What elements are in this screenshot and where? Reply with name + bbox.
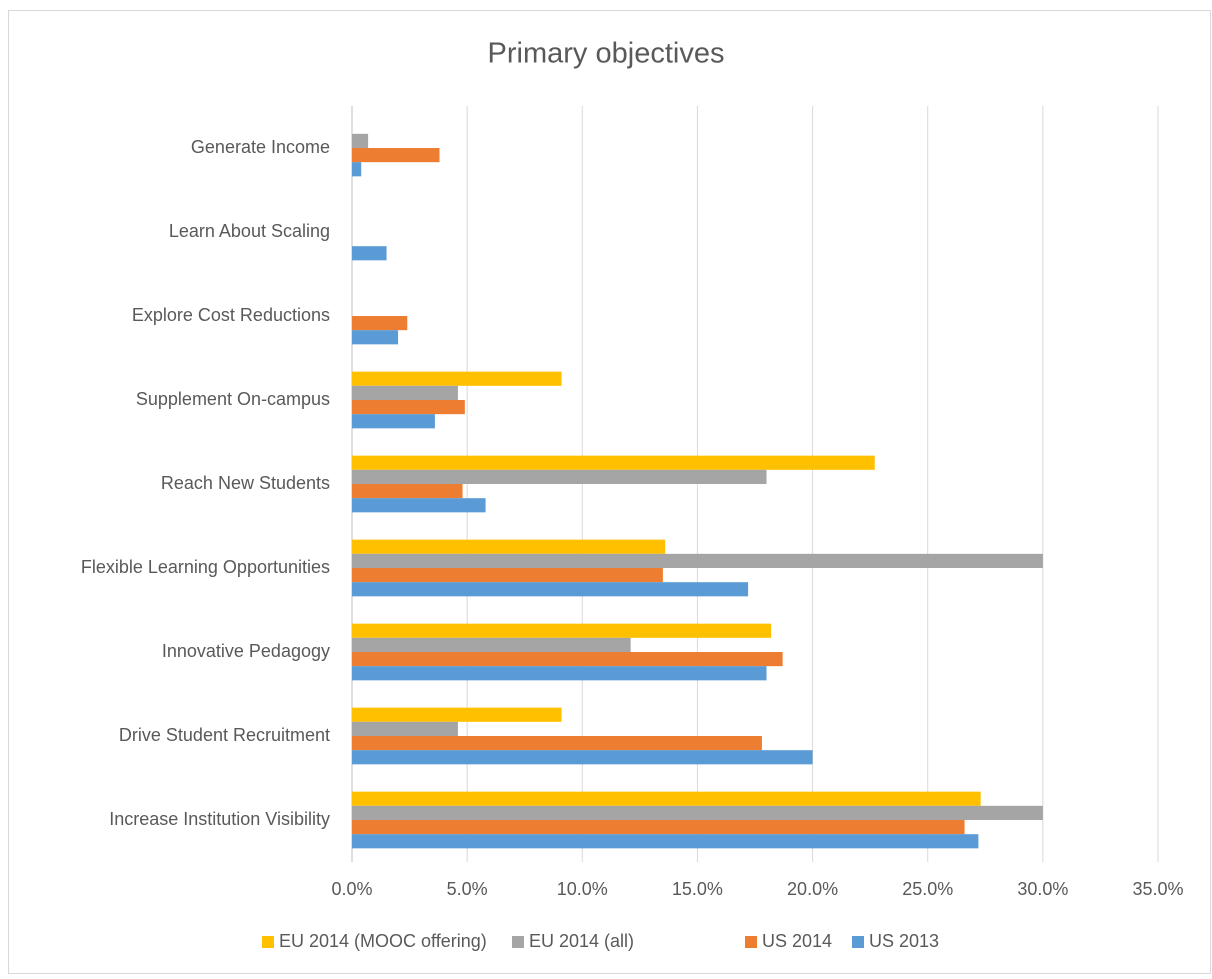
bar — [352, 385, 458, 400]
bar — [352, 455, 875, 470]
bar — [352, 652, 783, 667]
bar — [352, 148, 440, 163]
bar — [352, 400, 465, 415]
legend-label: US 2014 — [762, 931, 832, 951]
bar — [352, 666, 767, 681]
y-tick-label: Increase Institution Visibility — [109, 809, 330, 829]
y-tick-label: Drive Student Recruitment — [119, 725, 330, 745]
bar — [352, 582, 749, 597]
x-tick-label: 0.0% — [331, 879, 372, 899]
legend-swatch — [512, 936, 524, 948]
bar — [352, 133, 369, 148]
legend-swatch — [852, 936, 864, 948]
x-tick-label: 35.0% — [1132, 879, 1183, 899]
legend-label: EU 2014 (all) — [529, 931, 634, 951]
bar — [352, 750, 813, 765]
bar — [352, 834, 979, 849]
x-tick-label: 15.0% — [672, 879, 723, 899]
y-tick-label: Reach New Students — [161, 473, 330, 493]
legend-label: US 2013 — [869, 931, 939, 951]
bar — [352, 707, 562, 722]
bar — [352, 316, 408, 331]
y-tick-label: Flexible Learning Opportunities — [81, 557, 330, 577]
bar — [352, 371, 562, 386]
bar — [352, 820, 965, 835]
x-tick-label: 25.0% — [902, 879, 953, 899]
x-tick-label: 20.0% — [787, 879, 838, 899]
legend-swatch — [745, 936, 757, 948]
legend-label: EU 2014 (MOOC offering) — [279, 931, 487, 951]
bar — [352, 791, 981, 806]
bar — [352, 539, 666, 554]
bar — [352, 469, 767, 484]
legend-swatch — [262, 936, 274, 948]
bar — [352, 805, 1043, 820]
x-tick-label: 30.0% — [1017, 879, 1068, 899]
y-tick-label: Explore Cost Reductions — [132, 305, 330, 325]
bar — [352, 484, 463, 499]
chart-title: Primary objectives — [488, 38, 725, 70]
bar — [352, 553, 1043, 568]
bar — [352, 330, 399, 345]
bar — [352, 414, 435, 429]
x-tick-label: 5.0% — [447, 879, 488, 899]
bar — [352, 736, 762, 751]
bar — [352, 162, 362, 177]
bar — [352, 721, 458, 736]
y-tick-label: Generate Income — [191, 137, 330, 157]
y-tick-label: Innovative Pedagogy — [162, 641, 330, 661]
bar — [352, 568, 663, 583]
bar — [352, 637, 631, 652]
bar — [352, 246, 387, 261]
y-tick-label: Supplement On-campus — [136, 389, 330, 409]
x-tick-label: 10.0% — [557, 879, 608, 899]
bar — [352, 623, 772, 638]
y-tick-label: Learn About Scaling — [169, 221, 330, 241]
bar — [352, 498, 486, 513]
